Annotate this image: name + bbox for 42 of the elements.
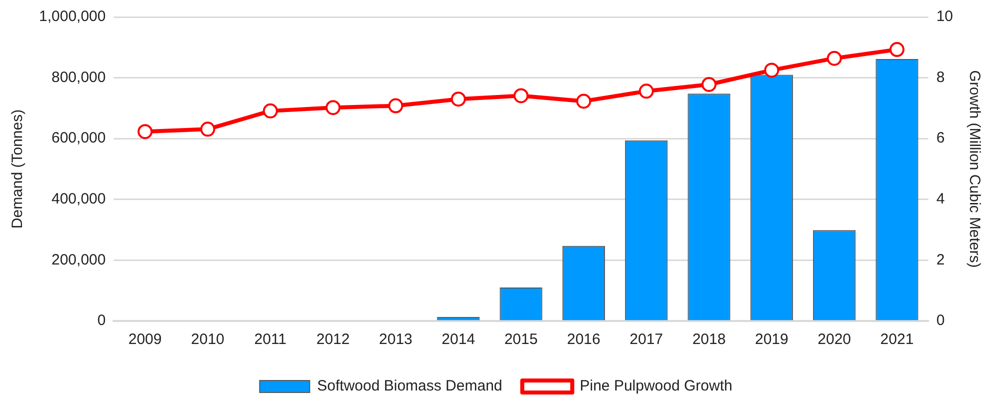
y2-tick-label: 0 [936, 312, 945, 330]
point [514, 88, 529, 104]
legend-label: Pine Pulpwood Growth [580, 378, 732, 395]
point [576, 94, 592, 109]
y-tick-label: 1,000,000 [38, 8, 106, 26]
x-tick-label: 2012 [316, 331, 350, 348]
point [638, 84, 654, 99]
point [200, 122, 216, 137]
y-tick-label: 400,000 [51, 190, 106, 208]
x-tick-label: 2013 [379, 331, 412, 348]
point [326, 100, 341, 116]
point [889, 42, 904, 58]
x-tick-label: 2010 [191, 331, 224, 348]
point [388, 98, 404, 114]
x-tick-label: 2011 [254, 331, 287, 348]
legend-label: Softwood Biomass Demand [317, 378, 502, 395]
point [826, 50, 842, 66]
point [764, 62, 780, 78]
point [450, 92, 466, 107]
point [138, 124, 153, 140]
y-tick-label: 600,000 [51, 130, 106, 147]
x-tick-label: 2015 [504, 331, 538, 348]
y-tick-label: 0 [97, 312, 106, 330]
y2-tick-label: 8 [936, 68, 945, 86]
y2-axis-title: Growth (Million Cubic Meters) [966, 70, 983, 268]
x-tick-label: 2021 [880, 331, 914, 348]
point [262, 103, 278, 118]
x-tick-label: 2009 [128, 331, 162, 348]
y-tick-label: 800,000 [51, 68, 106, 86]
y2-tick-label: 6 [936, 130, 945, 147]
y2-tick-label: 10 [936, 8, 954, 26]
y-tick-label: 200,000 [51, 251, 106, 268]
x-tick-label: 2020 [818, 331, 852, 348]
x-tick-label: 2019 [754, 331, 788, 348]
x-tick-label: 2014 [442, 331, 476, 348]
y-axis-title: Demand (Tonnes) [9, 109, 26, 229]
y2-tick-label: 4 [936, 190, 945, 208]
y2-tick-label: 2 [936, 251, 945, 268]
point [702, 76, 717, 92]
x-tick-label: 2018 [692, 331, 726, 348]
x-tick-label: 2017 [630, 331, 664, 348]
x-tick-label: 2016 [566, 331, 600, 348]
